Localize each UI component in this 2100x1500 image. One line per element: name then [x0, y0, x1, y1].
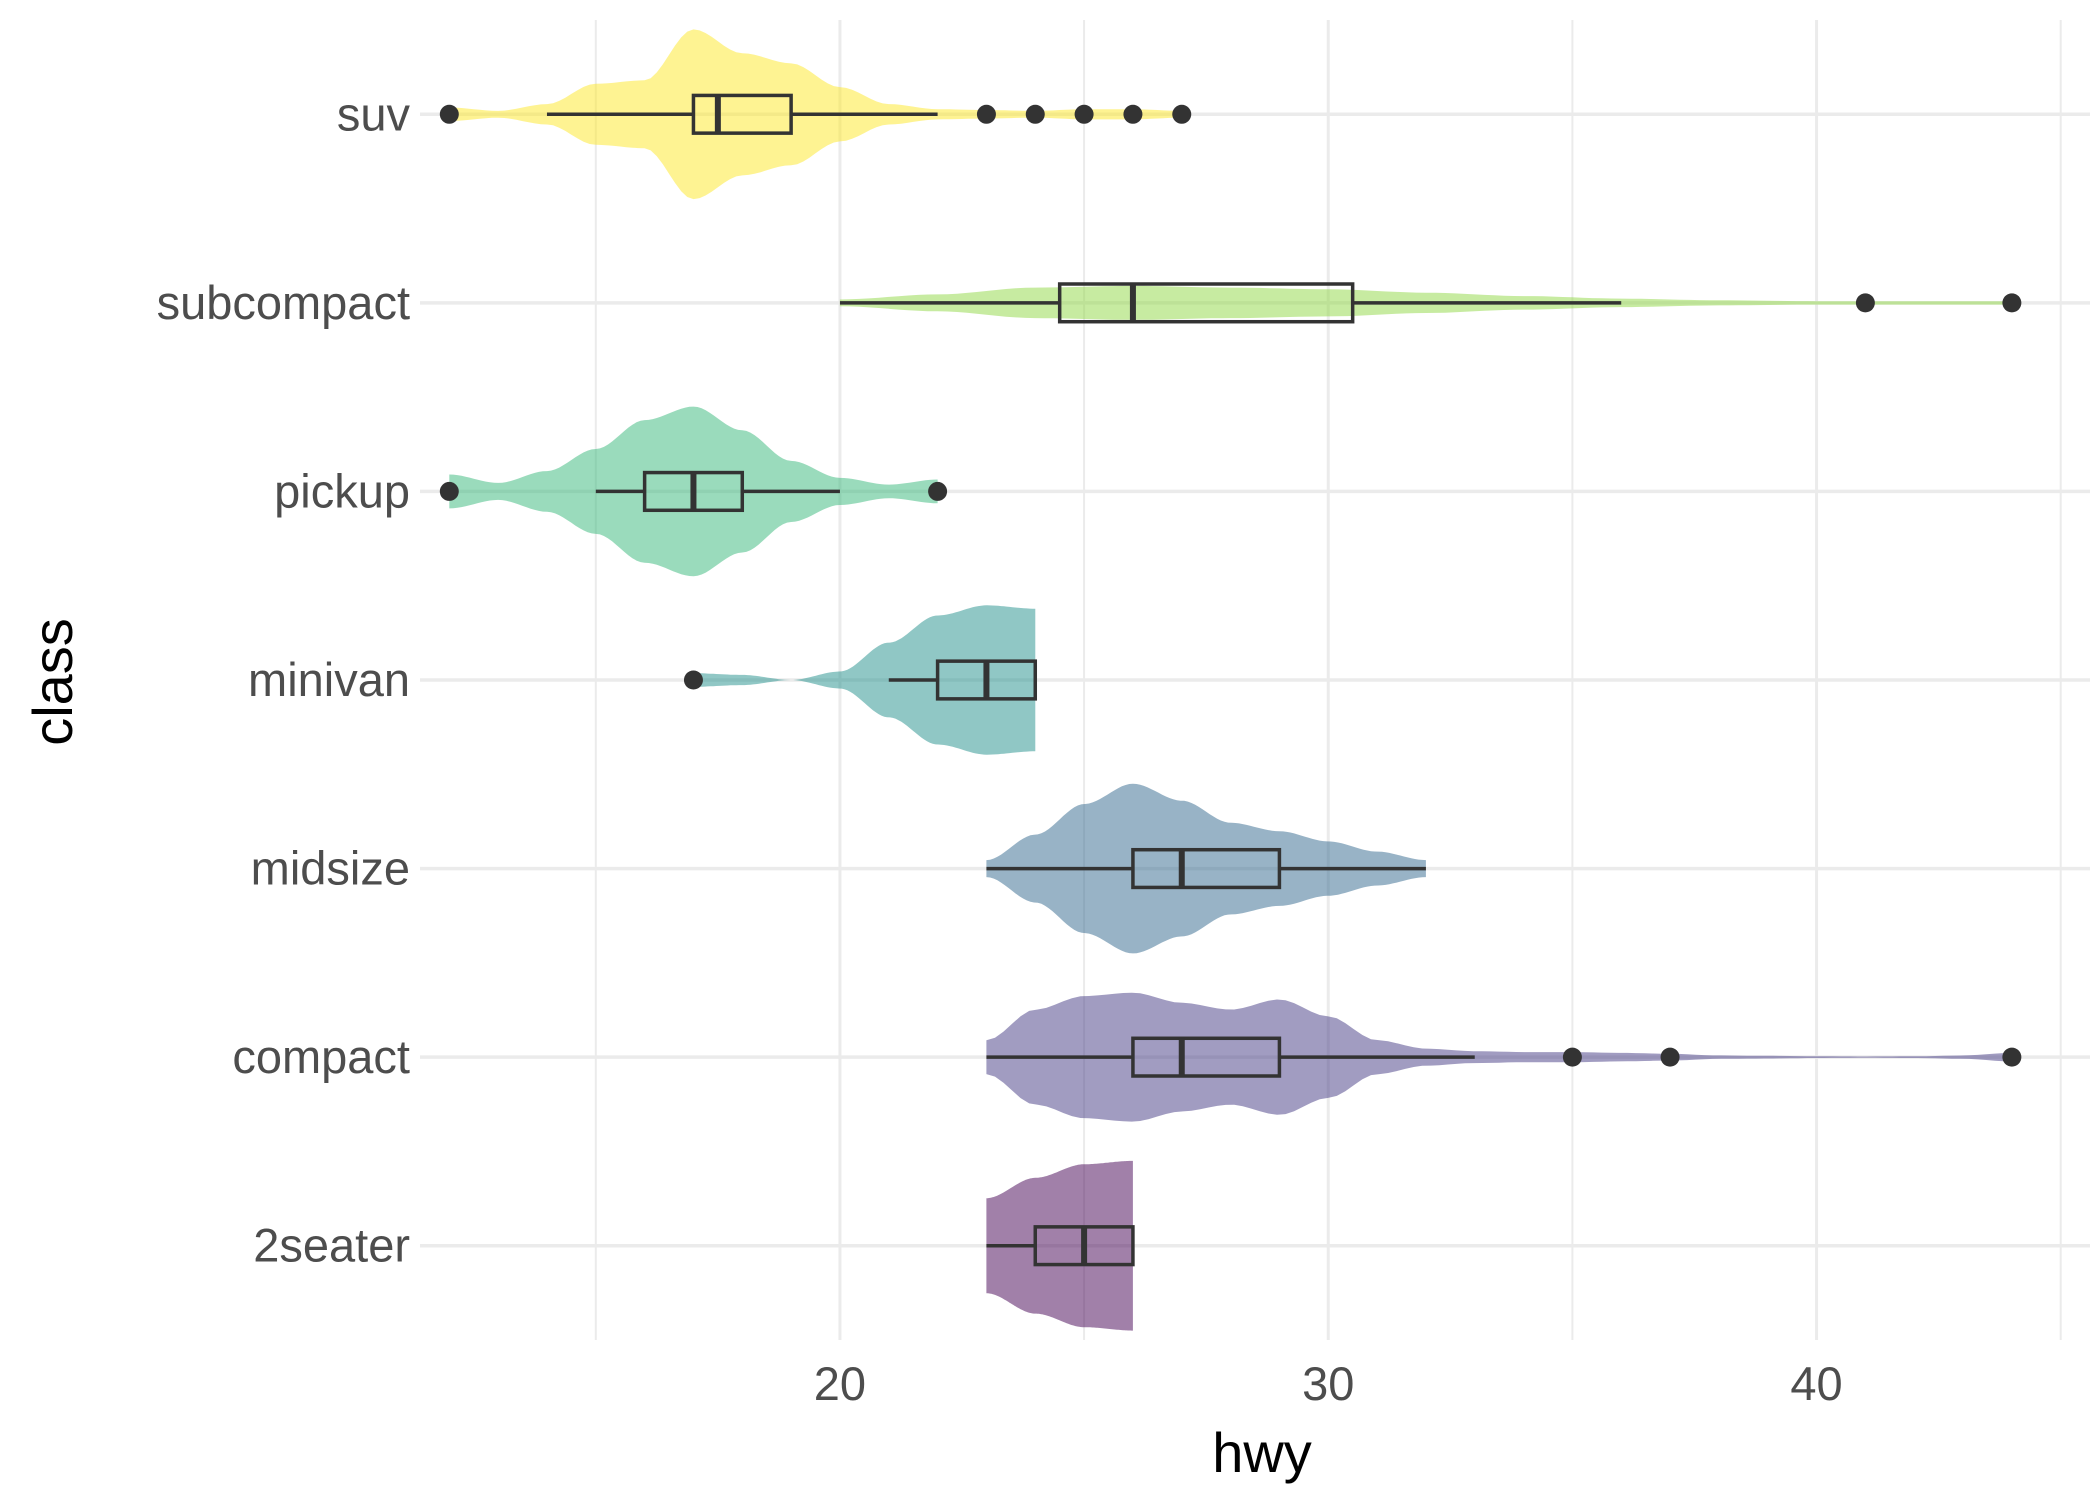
x-axis-title: hwy: [1212, 1421, 1312, 1484]
outlier-point-minivan: [683, 670, 703, 690]
violin-midsize: [986, 783, 1426, 954]
outlier-point-compact: [1562, 1047, 1582, 1067]
y-tick-label: pickup: [274, 464, 410, 517]
grid-lines: [420, 20, 2090, 1340]
y-tick-label: suv: [337, 87, 411, 140]
y-tick-label: 2seater: [253, 1219, 410, 1272]
y-tick-labels: 2seater compact midsize minivan pickup subcom…: [157, 87, 411, 1271]
box-compact: [1131, 1036, 1282, 1078]
violin-compact: [986, 992, 2012, 1122]
outlier-point-subcompact: [1855, 293, 1875, 313]
y-axis-title: class: [21, 618, 84, 746]
x-tick-label: 30: [1302, 1357, 1354, 1410]
violin-minivan: [693, 605, 1036, 755]
y-tick-label: compact: [232, 1030, 410, 1083]
outlier-point-suv: [1074, 104, 1094, 124]
x-tick-label: 40: [1790, 1357, 1842, 1410]
x-tick-label: 20: [814, 1357, 866, 1410]
box-midsize: [1131, 847, 1282, 890]
outlier-point-subcompact: [2002, 293, 2022, 313]
y-tick-label: midsize: [251, 842, 410, 895]
y-tick-label: minivan: [248, 653, 410, 706]
outlier-point-suv: [976, 104, 996, 124]
outlier-point-pickup: [928, 481, 948, 501]
outlier-point-suv: [439, 104, 459, 124]
outlier-point-compact: [2002, 1047, 2022, 1067]
outlier-point-compact: [1660, 1047, 1680, 1067]
boxplots: [546, 93, 1622, 1267]
box-subcompact: [1057, 282, 1355, 324]
outlier-point-pickup: [439, 481, 459, 501]
outlier-point-suv: [1123, 104, 1143, 124]
outlier-point-suv: [1172, 104, 1192, 124]
violin-2seater: [986, 1160, 1133, 1331]
box-suv: [691, 93, 793, 135]
outlier-points: [439, 104, 2022, 1067]
y-tick-label: subcompact: [157, 276, 410, 329]
x-tick-labels: 20 30 40: [814, 1357, 1843, 1410]
outlier-point-suv: [1025, 104, 1045, 124]
